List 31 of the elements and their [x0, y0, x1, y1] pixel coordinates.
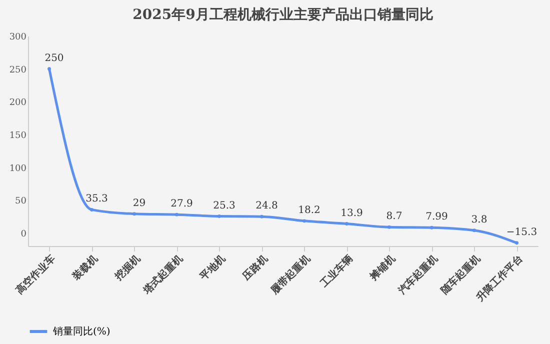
data-label: −15.3: [506, 226, 538, 238]
data-label: 18.2: [298, 204, 320, 216]
data-label: 25.3: [213, 200, 236, 212]
legend-label: 销量同比(%): [52, 326, 110, 338]
data-label: 35.3: [86, 194, 108, 205]
x-tick-label: 工业车辆: [318, 252, 356, 290]
y-tick-label: 0: [20, 229, 27, 240]
data-label: 8.7: [386, 211, 402, 222]
y-tick-label: 250: [9, 65, 27, 76]
y-tick-label: 50: [15, 196, 27, 207]
chart-title: 2025年9月工程机械行业主要产品出口销量同比: [132, 6, 434, 23]
data-label: 27.9: [170, 198, 193, 210]
data-label: 29: [132, 198, 146, 209]
y-tick-label: 200: [9, 98, 27, 108]
data-label: 7.99: [426, 212, 448, 223]
x-tick-label: 平地机: [197, 252, 228, 284]
x-tick-label: 高空作业车: [14, 252, 58, 297]
y-tick-label: 300: [9, 32, 27, 42]
data-label: 3.8: [471, 214, 488, 226]
x-tick-label: 挖掘机: [112, 252, 143, 284]
x-tick-label: 装载机: [70, 252, 100, 284]
x-tick-label: 汽车起重机: [395, 252, 440, 298]
x-tick-label: 履带起重机: [268, 252, 313, 298]
data-label: 24.8: [256, 200, 278, 212]
x-tick-label: 压路机: [240, 252, 270, 284]
y-tick-label: 100: [9, 164, 27, 174]
x-tick-label: 摊铺机: [367, 252, 398, 284]
x-tick-label: 塔式起重机: [140, 252, 186, 298]
data-label: 250: [44, 52, 64, 64]
y-tick-label: 150: [9, 130, 27, 141]
data-label: 13.9: [340, 208, 363, 219]
